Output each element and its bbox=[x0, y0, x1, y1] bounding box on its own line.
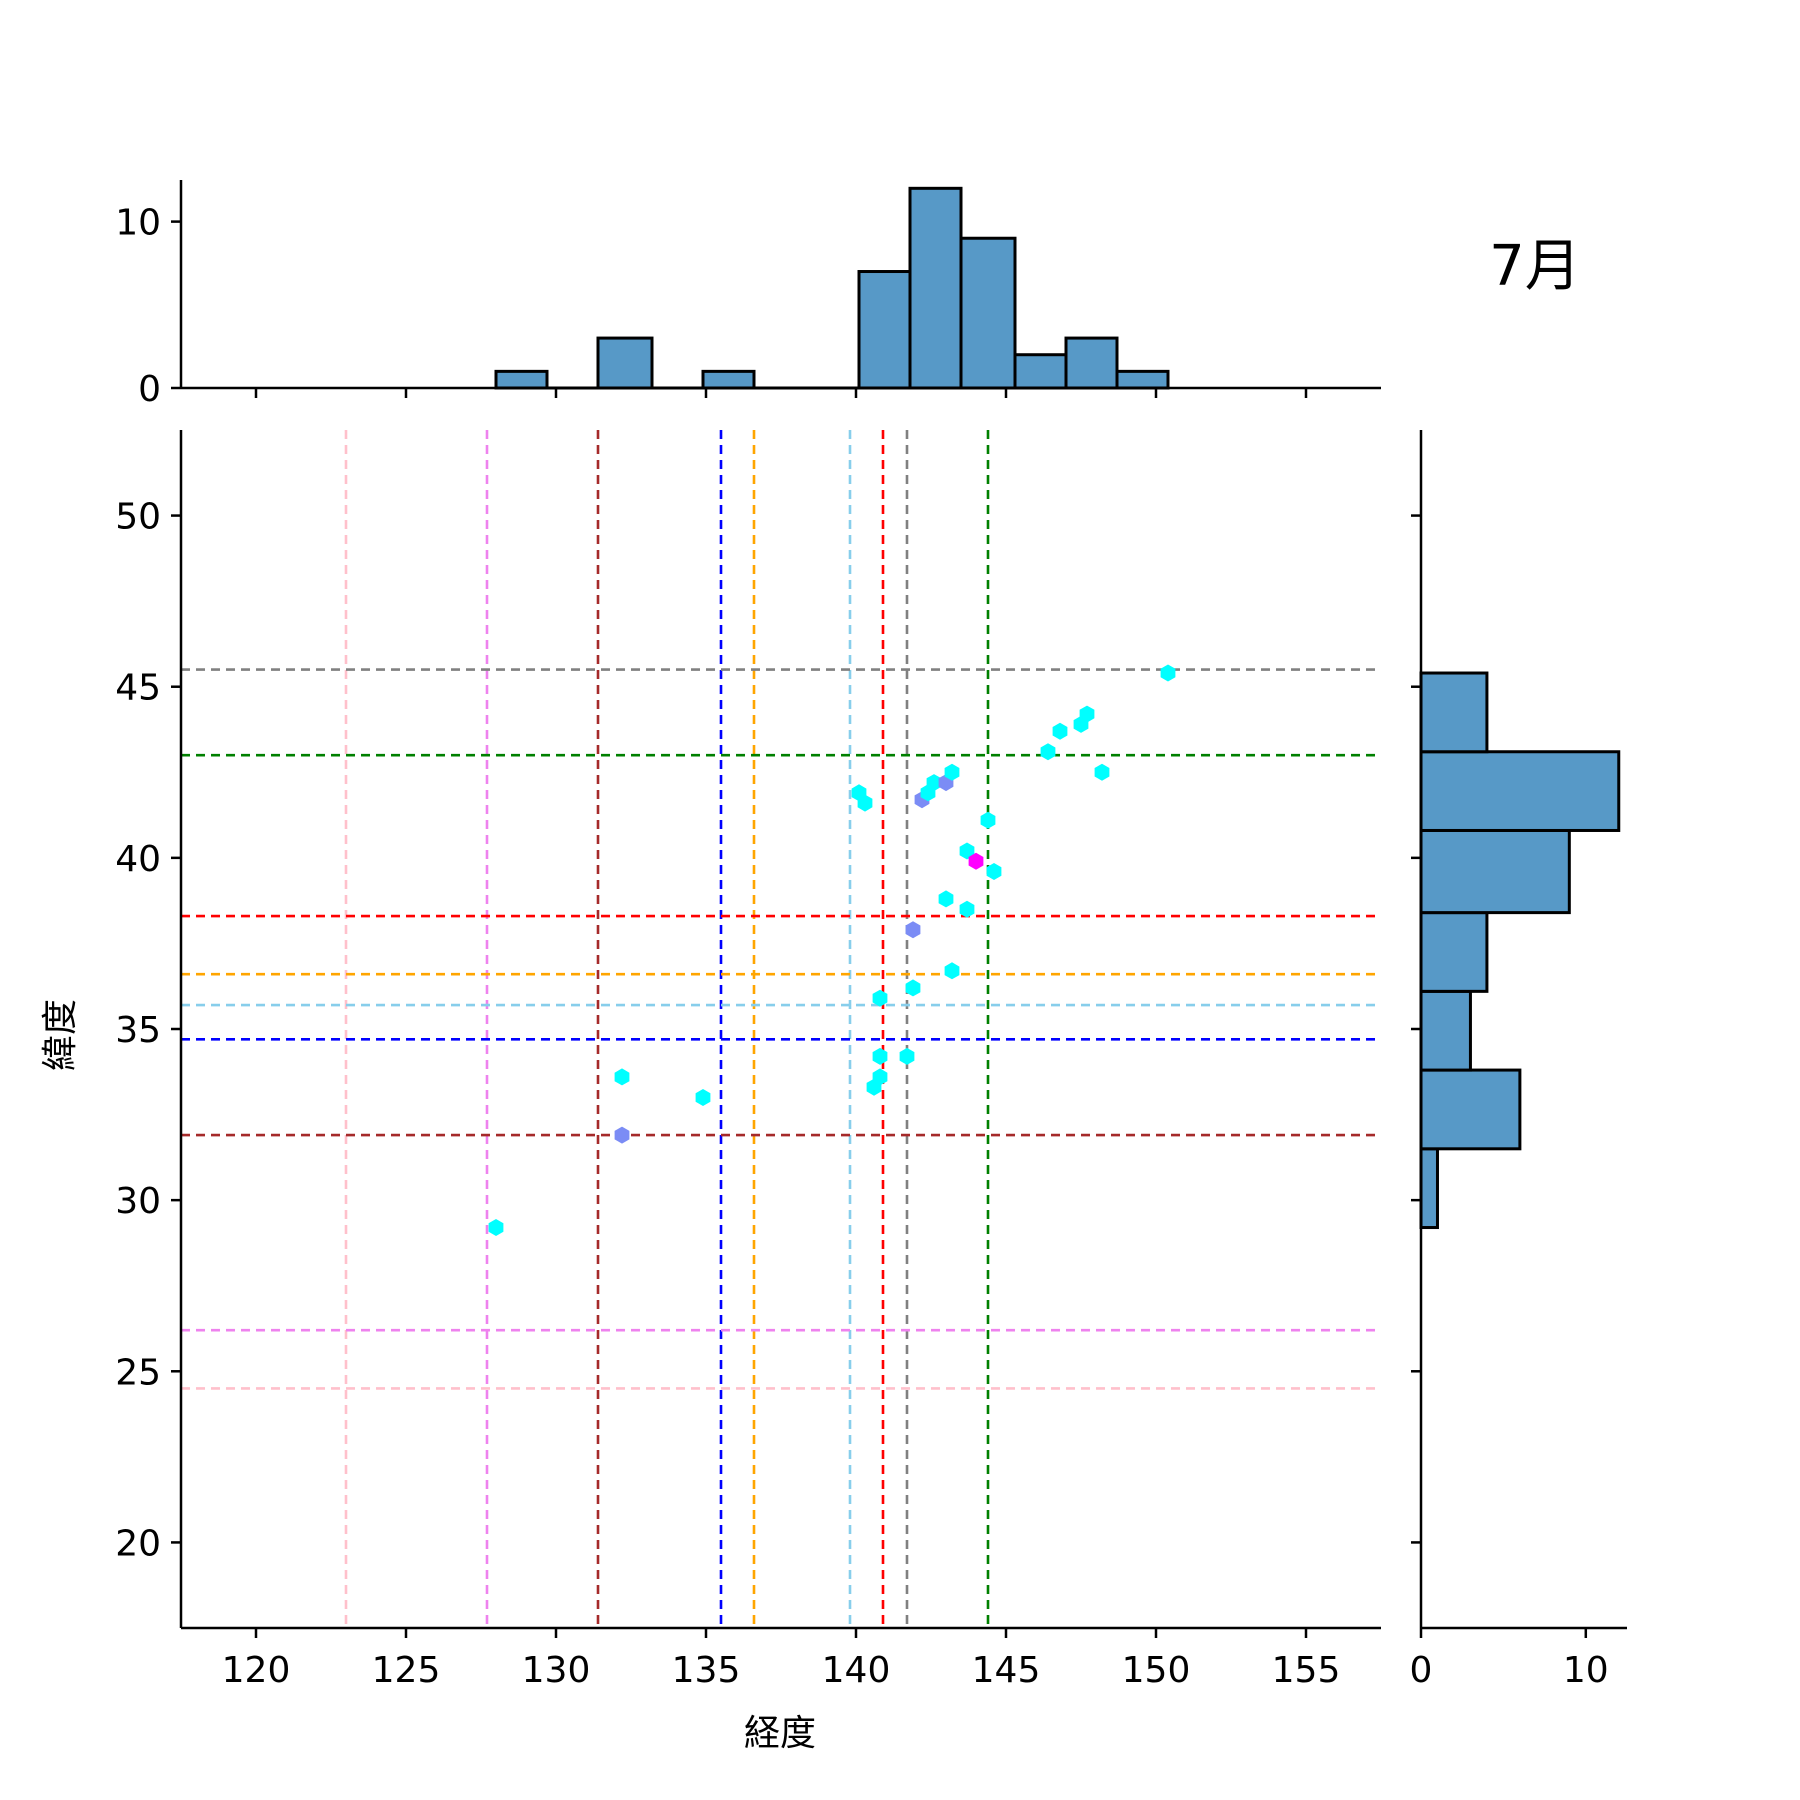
point-9 bbox=[872, 989, 888, 1007]
point-30 bbox=[1160, 664, 1176, 682]
right-histogram: 0 10 bbox=[1410, 430, 1627, 1691]
top-bar-9 bbox=[959, 236, 1017, 390]
right-histogram-axes: 0 10 bbox=[1410, 430, 1627, 1691]
y-tick-label-2: 30 bbox=[115, 1181, 161, 1222]
top-histogram-axes: 0 10 bbox=[115, 180, 1381, 410]
main-axes: 120 125 130 135 140 145 150 155 20 25 30 35 40 45 50 bbox=[115, 430, 1381, 1691]
x-tick-label-0: 120 bbox=[222, 1650, 291, 1691]
point-24 bbox=[986, 863, 1002, 880]
point-22 bbox=[968, 852, 984, 870]
point-2 bbox=[614, 1126, 630, 1144]
x-tick-label-1: 125 bbox=[372, 1650, 441, 1691]
right-x-tick-label-0: 0 bbox=[1410, 1650, 1433, 1691]
chart-title: 7月 bbox=[1489, 234, 1581, 299]
horizontal-reference-lines bbox=[181, 668, 1381, 1390]
point-28 bbox=[1079, 705, 1095, 723]
right-bar-6 bbox=[1419, 671, 1489, 754]
right-histogram-bars bbox=[1419, 671, 1621, 1230]
top-y-tick-label-1: 10 bbox=[115, 203, 161, 244]
top-histogram: 0 10 bbox=[115, 180, 1381, 410]
top-bar-10 bbox=[1013, 353, 1068, 390]
right-bar-5 bbox=[1419, 750, 1621, 832]
top-bar-4 bbox=[701, 369, 756, 390]
point-19 bbox=[944, 962, 960, 980]
point-20 bbox=[959, 842, 975, 860]
vertical-reference-lines bbox=[344, 430, 990, 1628]
right-bar-0 bbox=[1419, 1147, 1439, 1230]
point-10 bbox=[899, 1047, 915, 1065]
right-bar-2 bbox=[1419, 989, 1472, 1072]
x-tick-label-3: 135 bbox=[672, 1650, 741, 1691]
point-16 bbox=[938, 890, 954, 908]
x-tick-label-5: 145 bbox=[972, 1650, 1041, 1691]
point-15 bbox=[926, 774, 942, 792]
scatter-points bbox=[488, 664, 1176, 1236]
top-histogram-bars bbox=[494, 186, 1170, 390]
right-bar-1 bbox=[1419, 1068, 1522, 1151]
point-23 bbox=[980, 811, 996, 829]
point-29 bbox=[1094, 763, 1110, 781]
right-bar-3 bbox=[1419, 911, 1489, 993]
right-x-tick-label-1: 10 bbox=[1563, 1650, 1609, 1691]
y-tick-label-1: 25 bbox=[115, 1352, 161, 1393]
point-8 bbox=[872, 1047, 888, 1065]
x-tick-label-6: 150 bbox=[1122, 1650, 1191, 1691]
main-plot: 120 125 130 135 140 145 150 155 20 25 30 35 40 45 50 経… bbox=[40, 430, 1381, 1754]
y-tick-label-3: 35 bbox=[115, 1010, 161, 1051]
y-tick-label-5: 45 bbox=[115, 668, 161, 709]
point-11 bbox=[905, 979, 921, 997]
top-bar-8 bbox=[908, 186, 963, 390]
top-bar-12 bbox=[1115, 369, 1170, 390]
top-bar-0 bbox=[494, 369, 549, 390]
y-tick-label-6: 50 bbox=[115, 497, 161, 538]
point-26 bbox=[1052, 722, 1068, 740]
point-5 bbox=[857, 794, 873, 812]
top-y-tick-label-0: 0 bbox=[138, 369, 161, 410]
point-7 bbox=[872, 1068, 888, 1086]
right-bar-4 bbox=[1419, 828, 1571, 915]
top-bar-2 bbox=[596, 336, 654, 390]
y-tick-label-0: 20 bbox=[115, 1523, 161, 1564]
top-bar-11 bbox=[1064, 336, 1119, 390]
top-bar-7 bbox=[857, 270, 912, 390]
x-tick-label-7: 155 bbox=[1272, 1650, 1341, 1691]
point-0 bbox=[488, 1219, 504, 1236]
point-1 bbox=[614, 1068, 630, 1086]
point-18 bbox=[944, 763, 960, 781]
y-axis-label: 緯度 bbox=[40, 999, 81, 1071]
point-3 bbox=[695, 1089, 711, 1106]
point-21 bbox=[959, 900, 975, 918]
x-tick-label-4: 140 bbox=[822, 1650, 891, 1691]
x-axis-label: 経度 bbox=[744, 1713, 816, 1754]
point-12 bbox=[905, 921, 921, 939]
point-25 bbox=[1040, 743, 1056, 761]
x-tick-label-2: 130 bbox=[522, 1650, 591, 1691]
y-tick-label-4: 40 bbox=[115, 839, 161, 880]
